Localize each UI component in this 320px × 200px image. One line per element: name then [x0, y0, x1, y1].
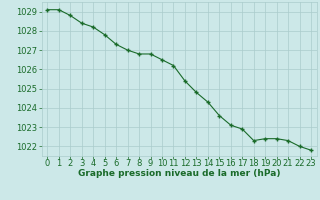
X-axis label: Graphe pression niveau de la mer (hPa): Graphe pression niveau de la mer (hPa) [78, 169, 280, 178]
